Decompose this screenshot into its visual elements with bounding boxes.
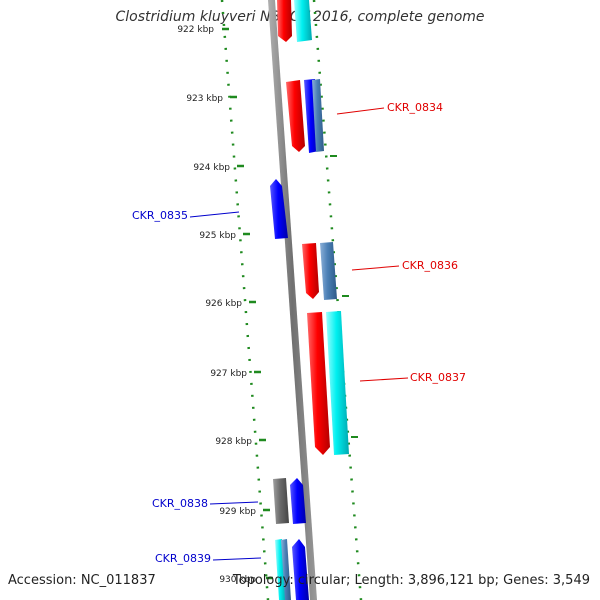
gene-label-ckr-0835[interactable]: CKR_0835 bbox=[132, 209, 188, 222]
gene-feature-cyan[interactable] bbox=[294, 0, 312, 42]
ruler-ticks bbox=[222, 27, 358, 580]
gene-feature-steel[interactable] bbox=[312, 79, 324, 152]
gene-feature-blue[interactable] bbox=[290, 478, 306, 524]
tick-label: 922 kbp bbox=[177, 25, 214, 35]
gene-feature-red[interactable] bbox=[277, 0, 292, 42]
gene-label-leaders bbox=[189, 107, 409, 561]
gene-label-ckr-0838[interactable]: CKR_0838 bbox=[152, 497, 208, 510]
gene-feature-gray[interactable] bbox=[273, 478, 289, 524]
tick-label: 923 kbp bbox=[186, 94, 223, 104]
ruler-tick-labels: 922 kbp 923 kbp 924 kbp 925 kbp 926 kbp … bbox=[177, 25, 256, 585]
genome-backbone bbox=[268, 0, 317, 600]
gene-feature-cyan[interactable] bbox=[275, 539, 286, 600]
gene-feature-cyan[interactable] bbox=[326, 311, 349, 455]
tick-label: 925 kbp bbox=[199, 231, 236, 241]
gene-feature-blue[interactable] bbox=[292, 539, 309, 600]
tick-label: 929 kbp bbox=[219, 507, 256, 517]
gene-label-ckr-0837[interactable]: CKR_0837 bbox=[410, 371, 466, 384]
gene-labels: CKR_0834 CKR_0835 CKR_0836 CKR_0837 CKR_… bbox=[132, 101, 466, 565]
gene-label-ckr-0839[interactable]: CKR_0839 bbox=[155, 552, 211, 565]
tick-label: 927 kbp bbox=[210, 369, 247, 379]
gene-feature-red[interactable] bbox=[286, 80, 305, 152]
gene-feature-red[interactable] bbox=[307, 312, 330, 455]
genome-summary-text: Topology: circular; Length: 3,896,121 bp… bbox=[232, 573, 590, 588]
tick-label: 928 kbp bbox=[215, 437, 252, 447]
gene-label-ckr-0834[interactable]: CKR_0834 bbox=[387, 101, 443, 114]
gene-features bbox=[270, 0, 349, 600]
gene-feature-steel[interactable] bbox=[281, 539, 291, 600]
accession-text: Accession: NC_011837 bbox=[8, 573, 156, 588]
gene-feature-steel[interactable] bbox=[320, 242, 337, 300]
ruler-dots bbox=[220, 0, 363, 600]
gene-label-ckr-0836[interactable]: CKR_0836 bbox=[402, 259, 458, 272]
gene-feature-red[interactable] bbox=[302, 243, 319, 299]
tick-label: 926 kbp bbox=[205, 299, 242, 309]
tick-label: 924 kbp bbox=[193, 163, 230, 173]
tick-label: 930 kbp bbox=[219, 575, 256, 585]
gene-feature-blue[interactable] bbox=[270, 179, 288, 239]
